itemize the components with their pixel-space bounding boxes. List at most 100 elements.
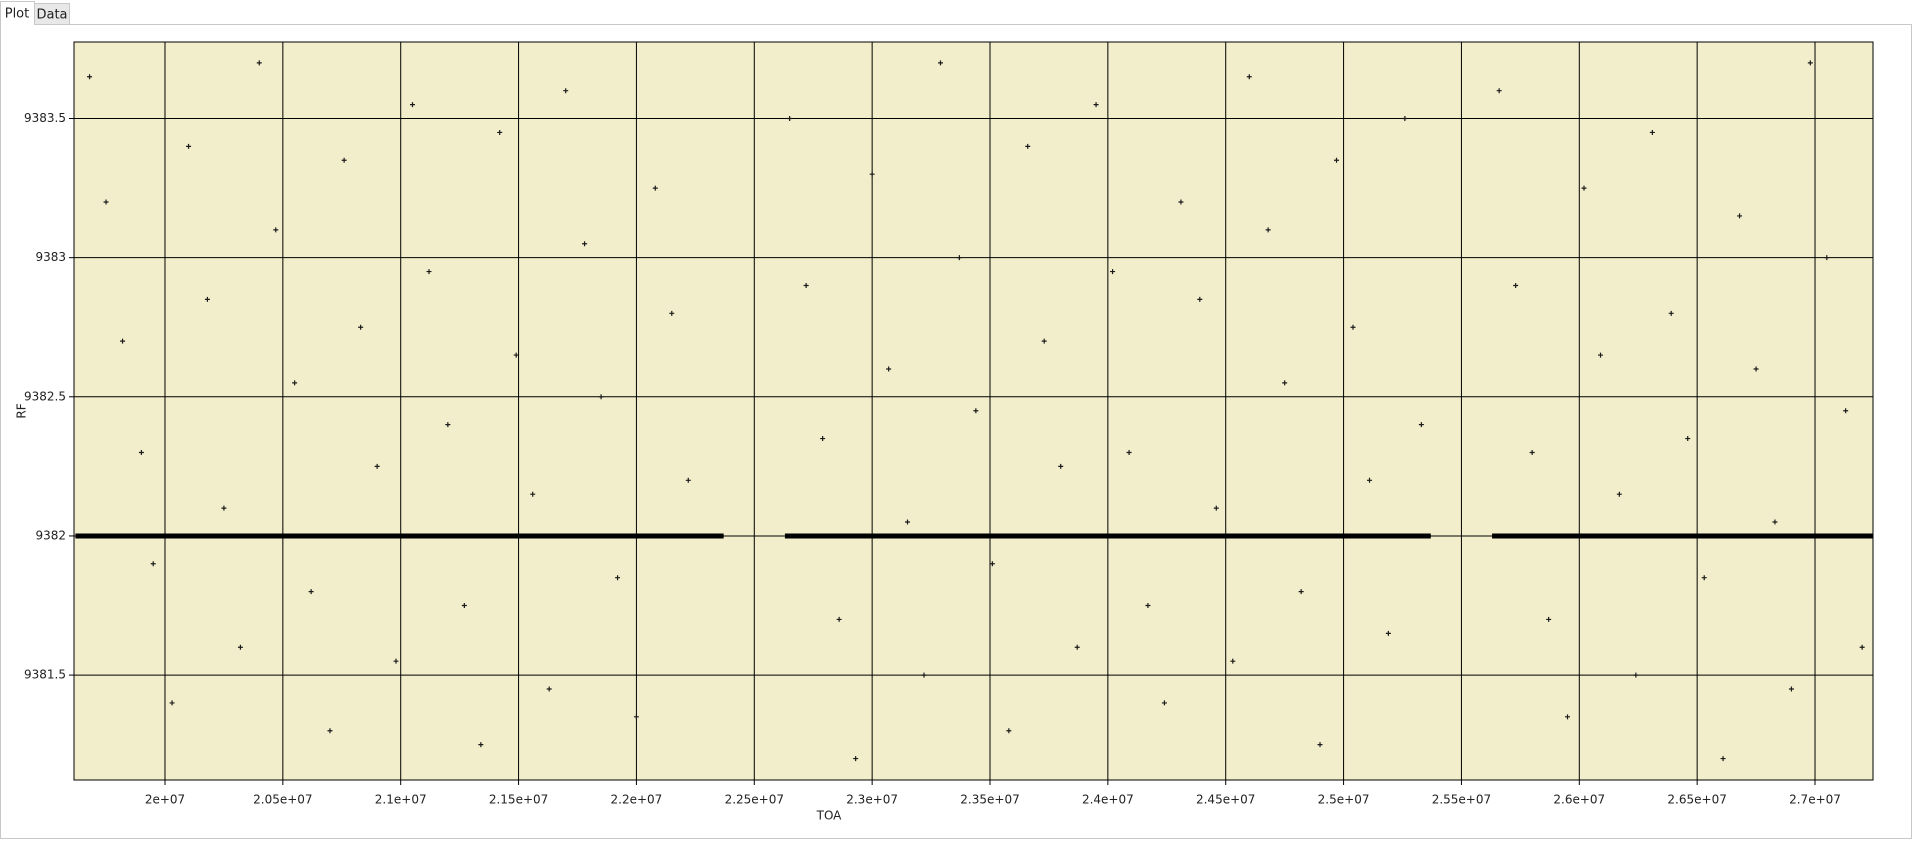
point xyxy=(1685,436,1691,442)
x-tick-label: 2.5e+07 xyxy=(1318,793,1370,807)
point xyxy=(150,561,156,567)
point xyxy=(1720,756,1726,762)
point xyxy=(374,463,380,469)
point xyxy=(973,408,979,414)
tab-data[interactable] xyxy=(34,3,70,25)
x-tick-label: 2.6e+07 xyxy=(1553,793,1605,807)
point xyxy=(1418,422,1424,428)
point xyxy=(1701,575,1707,581)
point xyxy=(1282,380,1288,386)
point xyxy=(989,561,995,567)
x-tick-label: 2.7e+07 xyxy=(1789,793,1841,807)
point xyxy=(204,296,210,302)
point xyxy=(1546,616,1552,622)
point xyxy=(563,88,569,94)
point xyxy=(308,589,314,595)
point xyxy=(1581,185,1587,191)
point xyxy=(615,575,621,581)
point xyxy=(1753,366,1759,372)
y-tick-label: 9383.5 xyxy=(24,111,66,125)
point xyxy=(445,422,451,428)
point xyxy=(1178,199,1184,205)
point xyxy=(1843,408,1849,414)
x-tick-label: 2.65e+07 xyxy=(1667,793,1726,807)
y-tick-label: 9383 xyxy=(35,250,66,264)
point xyxy=(1246,74,1252,80)
x-tick-label: 2.35e+07 xyxy=(960,793,1019,807)
point xyxy=(1367,477,1373,483)
x-tick-label: 2.55e+07 xyxy=(1432,793,1491,807)
point xyxy=(1317,742,1323,748)
point xyxy=(1041,338,1047,344)
point xyxy=(358,324,364,330)
point xyxy=(138,449,144,455)
point xyxy=(1058,463,1064,469)
point xyxy=(1074,644,1080,650)
point xyxy=(652,185,658,191)
point xyxy=(186,143,192,149)
point xyxy=(341,157,347,163)
point xyxy=(426,269,432,275)
tab-label[interactable]: Plot xyxy=(5,7,30,22)
point xyxy=(836,616,842,622)
x-tick-label: 2.1e+07 xyxy=(375,793,427,807)
point xyxy=(478,742,484,748)
point xyxy=(582,241,588,247)
point xyxy=(546,686,552,692)
point xyxy=(1772,519,1778,525)
point xyxy=(1110,269,1116,275)
y-tick-label: 9382.5 xyxy=(24,389,66,403)
point xyxy=(1298,589,1304,595)
tab-label[interactable]: Data xyxy=(36,8,67,23)
point xyxy=(292,380,298,386)
point xyxy=(530,491,536,497)
point xyxy=(273,227,279,233)
point xyxy=(1513,282,1519,288)
point xyxy=(1025,143,1031,149)
point xyxy=(1807,60,1813,66)
point xyxy=(598,394,604,400)
point xyxy=(1265,227,1271,233)
x-tick-label: 2.45e+07 xyxy=(1196,793,1255,807)
point xyxy=(1824,255,1830,261)
point xyxy=(497,129,503,135)
x-tick-label: 2e+07 xyxy=(145,793,185,807)
point xyxy=(1334,157,1340,163)
point xyxy=(904,519,910,525)
point xyxy=(1006,728,1012,734)
point xyxy=(409,102,415,108)
point xyxy=(886,366,892,372)
x-tick-label: 2.15e+07 xyxy=(489,793,548,807)
point xyxy=(820,436,826,442)
point xyxy=(1788,686,1794,692)
point xyxy=(669,310,675,316)
point xyxy=(1230,658,1236,664)
y-tick-label: 9382 xyxy=(35,528,66,542)
point xyxy=(1737,213,1743,219)
point xyxy=(1496,88,1502,94)
point xyxy=(1197,296,1203,302)
point xyxy=(685,477,691,483)
point xyxy=(327,728,333,734)
point xyxy=(1529,449,1535,455)
point xyxy=(169,700,175,706)
point xyxy=(787,116,793,122)
y-tick-label: 9381.5 xyxy=(24,668,66,682)
point xyxy=(120,338,126,344)
y-axis-label: RF xyxy=(15,403,29,418)
point xyxy=(1633,672,1639,678)
x-tick-label: 2.3e+07 xyxy=(846,793,898,807)
point xyxy=(1598,352,1604,358)
point xyxy=(1145,603,1151,609)
x-tick-label: 2.05e+07 xyxy=(253,793,312,807)
point xyxy=(956,255,962,261)
point xyxy=(1649,129,1655,135)
point xyxy=(393,658,399,664)
point xyxy=(1350,324,1356,330)
point xyxy=(633,714,639,720)
point xyxy=(853,756,859,762)
point xyxy=(513,352,519,358)
point xyxy=(869,171,875,177)
